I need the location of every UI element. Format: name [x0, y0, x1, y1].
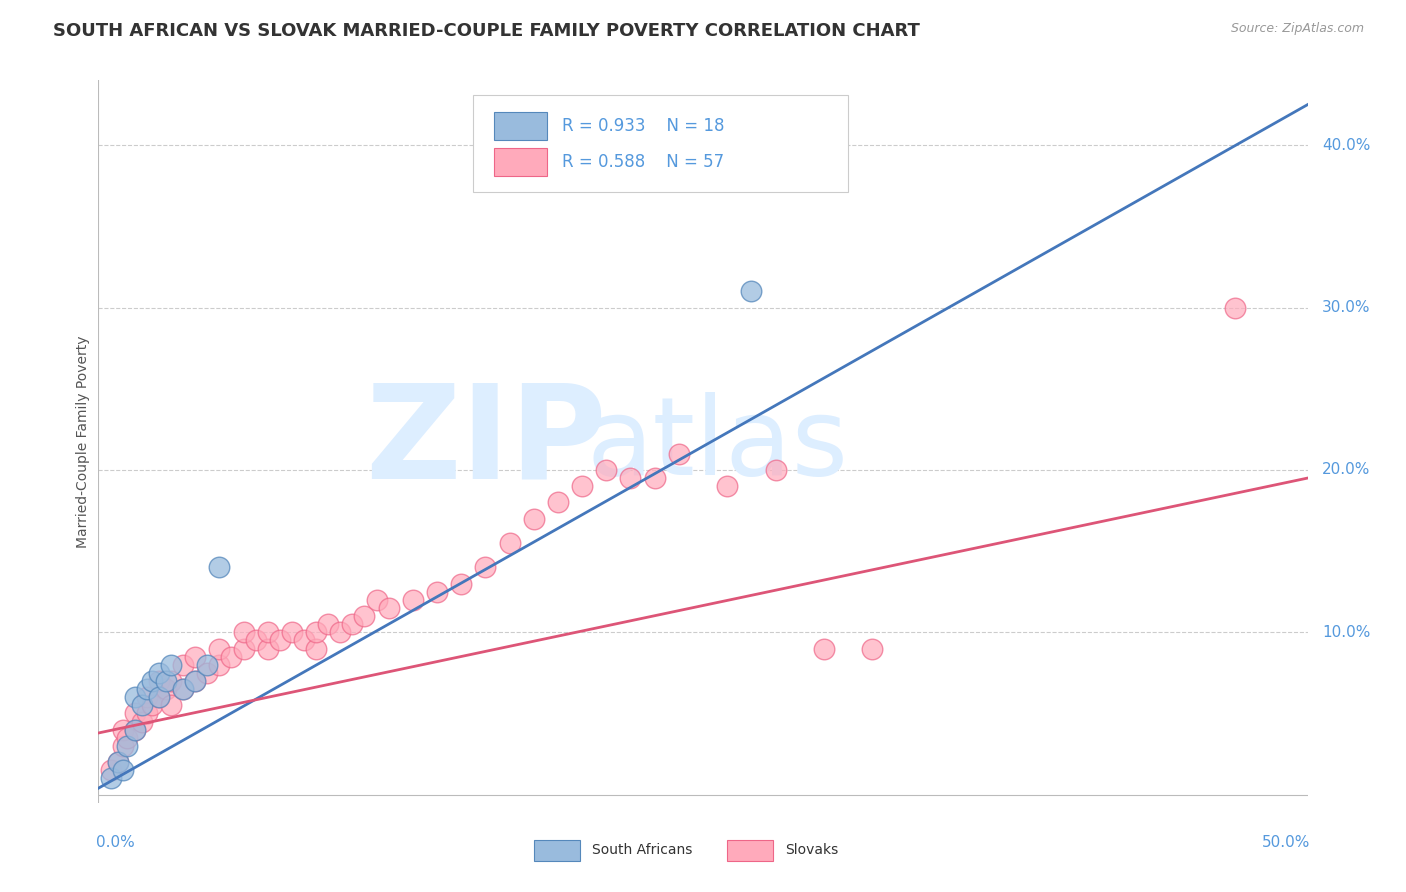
Point	[256, 625, 278, 640]
Point	[148, 690, 170, 705]
Text: South Africans: South Africans	[592, 844, 692, 857]
Point	[523, 511, 546, 525]
Text: ZIP: ZIP	[364, 378, 606, 505]
Point	[644, 471, 666, 485]
Point	[148, 665, 170, 680]
Text: Slovaks: Slovaks	[785, 844, 838, 857]
Point	[208, 657, 231, 672]
Point	[155, 673, 177, 688]
Point	[474, 560, 496, 574]
Point	[155, 682, 177, 697]
Point	[111, 723, 134, 737]
Point	[765, 463, 787, 477]
Point	[498, 536, 520, 550]
Text: 0.0%: 0.0%	[96, 835, 135, 850]
Text: 40.0%: 40.0%	[1322, 137, 1371, 153]
Point	[135, 690, 157, 705]
Point	[124, 690, 146, 705]
Text: 10.0%: 10.0%	[1322, 624, 1371, 640]
Point	[131, 714, 153, 729]
Point	[148, 673, 170, 688]
Point	[316, 617, 339, 632]
Point	[135, 682, 157, 697]
Point	[269, 633, 291, 648]
Point	[366, 592, 388, 607]
Text: SOUTH AFRICAN VS SLOVAK MARRIED-COUPLE FAMILY POVERTY CORRELATION CHART: SOUTH AFRICAN VS SLOVAK MARRIED-COUPLE F…	[53, 22, 921, 40]
Point	[107, 755, 129, 769]
Point	[184, 673, 207, 688]
Text: 30.0%: 30.0%	[1322, 300, 1371, 315]
Point	[619, 471, 641, 485]
Point	[668, 447, 690, 461]
Point	[595, 463, 617, 477]
Text: 20.0%: 20.0%	[1322, 462, 1371, 477]
Point	[245, 633, 267, 648]
Text: R = 0.588    N = 57: R = 0.588 N = 57	[561, 153, 724, 171]
Point	[208, 641, 231, 656]
Point	[172, 657, 194, 672]
Point	[232, 641, 254, 656]
Point	[124, 706, 146, 721]
Point	[111, 764, 134, 778]
Point	[342, 617, 364, 632]
Point	[131, 698, 153, 713]
Point	[377, 601, 399, 615]
Point	[184, 673, 207, 688]
Point	[124, 723, 146, 737]
Point	[571, 479, 593, 493]
Point	[740, 285, 762, 299]
Point	[716, 479, 738, 493]
Point	[148, 690, 170, 705]
Point	[100, 764, 122, 778]
Point	[172, 682, 194, 697]
Point	[172, 682, 194, 697]
Text: atlas: atlas	[586, 392, 848, 498]
Point	[292, 633, 315, 648]
Point	[124, 723, 146, 737]
Text: 50.0%: 50.0%	[1261, 835, 1310, 850]
Point	[141, 673, 163, 688]
FancyBboxPatch shape	[534, 840, 579, 861]
Point	[117, 731, 139, 745]
Point	[195, 657, 218, 672]
Point	[208, 560, 231, 574]
Point	[305, 641, 328, 656]
Point	[232, 625, 254, 640]
Point	[107, 755, 129, 769]
Point	[860, 641, 883, 656]
Point	[1223, 301, 1246, 315]
Point	[305, 625, 328, 640]
Point	[160, 673, 183, 688]
Point	[329, 625, 352, 640]
Text: R = 0.933    N = 18: R = 0.933 N = 18	[561, 117, 724, 135]
Y-axis label: Married-Couple Family Poverty: Married-Couple Family Poverty	[76, 335, 90, 548]
FancyBboxPatch shape	[727, 840, 773, 861]
Point	[256, 641, 278, 656]
Point	[450, 576, 472, 591]
Point	[141, 698, 163, 713]
FancyBboxPatch shape	[474, 95, 848, 193]
Point	[221, 649, 243, 664]
Text: Source: ZipAtlas.com: Source: ZipAtlas.com	[1230, 22, 1364, 36]
Point	[160, 657, 183, 672]
Point	[195, 665, 218, 680]
FancyBboxPatch shape	[494, 148, 547, 176]
Point	[184, 649, 207, 664]
Point	[100, 772, 122, 786]
Point	[353, 609, 375, 624]
Point	[402, 592, 425, 607]
FancyBboxPatch shape	[494, 112, 547, 139]
Point	[426, 584, 449, 599]
Point	[547, 495, 569, 509]
Point	[813, 641, 835, 656]
Point	[117, 739, 139, 753]
Point	[160, 698, 183, 713]
Point	[281, 625, 304, 640]
Point	[111, 739, 134, 753]
Point	[135, 706, 157, 721]
